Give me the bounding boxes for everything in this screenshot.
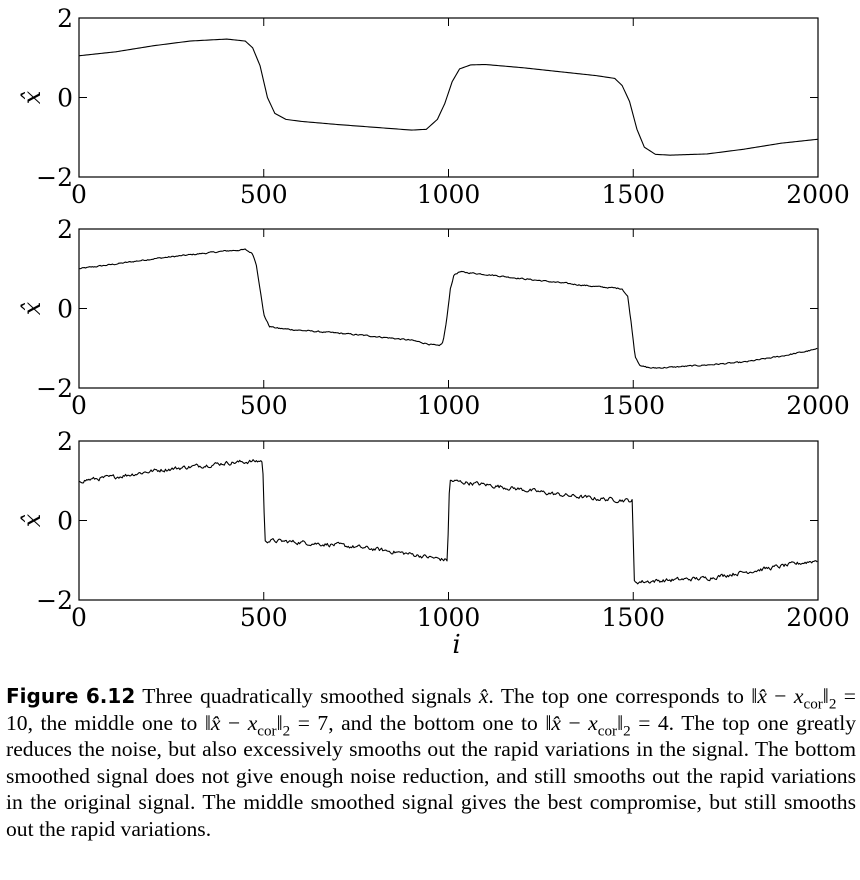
caption-math: x <box>793 684 804 708</box>
y-tick-label: −2 <box>36 374 73 403</box>
x-tick-label: 500 <box>240 603 288 632</box>
figure-caption: Figure 6.12 Three quadratically smoothed… <box>6 683 856 842</box>
caption-segment: = 4. The top one greatly reduces the noi… <box>6 710 856 841</box>
caption-math: x <box>588 710 598 735</box>
y-tick-label: 0 <box>57 295 73 324</box>
caption-math: x <box>247 710 258 735</box>
caption-segment: − <box>560 710 589 735</box>
caption-math: x̂ <box>210 710 221 735</box>
caption-segment: ‖ <box>617 710 624 735</box>
x-tick-label: 1500 <box>601 603 665 632</box>
y-tick-label: 0 <box>57 507 73 536</box>
caption-subscript: cor <box>597 722 618 739</box>
caption-subscript: cor <box>803 696 823 713</box>
caption-subscript: cor <box>257 722 277 739</box>
caption-segment: ‖ <box>276 710 283 735</box>
x-tick-label: 1000 <box>417 603 481 632</box>
y-axis-label: x̂ <box>18 301 46 315</box>
x-tick-label: 500 <box>240 180 288 209</box>
x-tick-label: 2000 <box>786 180 850 209</box>
caption-segment: = 10, the middle one to ‖ <box>6 684 856 735</box>
x-tick-label: 1500 <box>601 391 665 420</box>
caption-segment: . The top one corresponds to ‖ <box>488 684 758 708</box>
caption-subscript: 2 <box>623 722 631 739</box>
axes-frame <box>78 17 819 178</box>
y-tick-label: 2 <box>57 4 73 33</box>
caption-subscript: 2 <box>282 722 291 739</box>
x-tick-label: 500 <box>240 391 288 420</box>
x-tick-label: 2000 <box>786 603 850 632</box>
caption-subscript: 2 <box>828 696 837 713</box>
caption-segment: − <box>220 710 248 735</box>
caption-segment: ‖ <box>822 684 829 708</box>
x-tick-label: 1000 <box>417 391 481 420</box>
signal-line <box>78 38 819 156</box>
x-tick-label: 1000 <box>417 180 481 209</box>
caption-segment: = 7, and the bottom one to ‖ <box>290 710 552 735</box>
figure-number: 6.12 <box>85 684 136 708</box>
y-axis-label: x̂ <box>18 513 46 527</box>
y-tick-label: 2 <box>57 215 73 244</box>
y-tick-label: −2 <box>36 163 73 192</box>
x-tick-label: 2000 <box>786 391 850 420</box>
caption-segment: − <box>766 684 794 708</box>
signal-line <box>78 459 818 585</box>
x-tick-label: 0 <box>71 180 87 209</box>
x-axis-label: i <box>452 630 460 660</box>
y-tick-label: 0 <box>57 84 73 113</box>
y-tick-label: −2 <box>36 586 73 615</box>
x-tick-label: 0 <box>71 391 87 420</box>
x-tick-label: 0 <box>71 603 87 632</box>
caption-text: Three quadratically smoothed signals x̂.… <box>6 684 856 841</box>
figure-label: Figure <box>6 684 79 708</box>
y-tick-label: 2 <box>57 427 73 456</box>
caption-math: x̂ <box>757 684 767 708</box>
caption-math: x̂ <box>478 684 489 708</box>
y-axis-label: x̂ <box>18 90 46 104</box>
caption-segment: Three quadratically smoothed signals <box>135 684 479 708</box>
x-tick-label: 1500 <box>601 180 665 209</box>
caption-math: x̂ <box>551 710 561 735</box>
signal-line <box>78 248 818 369</box>
